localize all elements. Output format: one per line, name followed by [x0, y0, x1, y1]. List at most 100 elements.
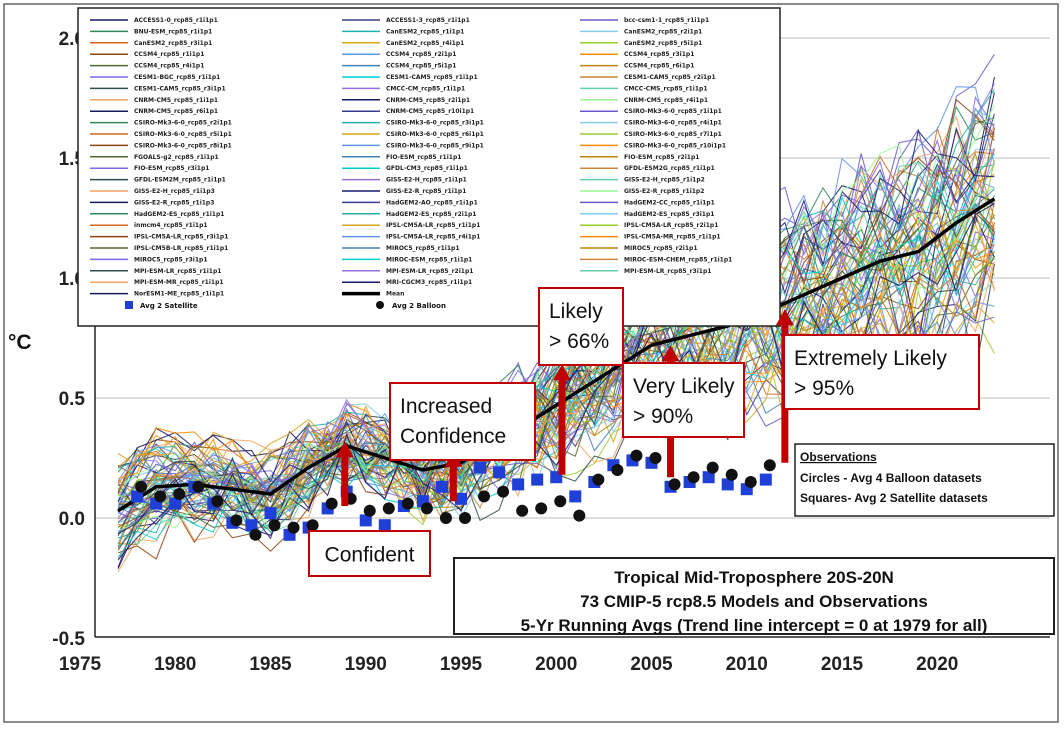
legend-label: CSIRO-Mk3-6-0_rcp85_r5i1p1 [134, 131, 232, 138]
callout-text: Confident [325, 544, 415, 567]
satellite-point [378, 519, 391, 532]
legend-label: CanESM2_rcp85_r5i1p1 [624, 40, 702, 47]
legend-label: GFDL-CM3_rcp85_r1i1p1 [386, 165, 468, 172]
balloon-point [173, 488, 186, 500]
x-tick-label: 1980 [154, 654, 196, 675]
callout-box [538, 287, 624, 366]
callout-text: Very Likely [633, 375, 735, 398]
legend-label: MIROC-ESM-CHEM_rcp85_r1i1p1 [624, 256, 732, 263]
model-line [118, 211, 995, 512]
balloon-point [287, 521, 300, 534]
satellite-point [169, 497, 182, 510]
balloon-point [497, 485, 510, 498]
satellite-point [264, 507, 277, 520]
observations-line: Circles - Avg 4 Balloon datasets [800, 471, 982, 485]
legend-balloon-marker [376, 301, 384, 309]
callout-text: > 66% [549, 330, 609, 353]
callout-text: Increased [400, 395, 492, 418]
legend-label: HadGEM2-ES_rcp85_r1i1p1 [134, 211, 224, 218]
legend-label: FGOALS-g2_rcp85_r1i1p1 [134, 154, 219, 161]
legend-label: MPI-ESM-MR_rcp85_r1i1p1 [134, 279, 224, 286]
satellite-point [531, 473, 544, 486]
legend-label: inmcm4_rcp85_r1i1p1 [134, 222, 208, 229]
balloon-series [135, 449, 776, 541]
balloon-point [306, 519, 319, 532]
callout-text: Confidence [400, 425, 506, 448]
legend-label: ACCESS1-0_rcp85_r1i1p1 [134, 17, 218, 24]
legend-label: IPSL-CM5B-LR_rcp85_r1i1p1 [134, 245, 228, 252]
legend-label: CESM1-CAM5_rcp85_r2i1p1 [624, 74, 716, 81]
legend-label: GFDL-ESM2M_rcp85_r1i1p1 [134, 177, 226, 184]
title-line: Tropical Mid-Troposphere 20S-20N [614, 568, 894, 587]
balloon-point [611, 464, 624, 476]
legend-label: HadGEM2-ES_rcp85_r2i1p1 [386, 211, 476, 218]
legend-label: FIO-ESM_rcp85_r3i1p1 [134, 165, 209, 172]
balloon-point [706, 461, 719, 474]
legend-label: CanESM2_rcp85_r2i1p1 [624, 28, 702, 35]
legend-label: GFDL-ESM2G_rcp85_r1i1p1 [624, 165, 715, 172]
balloon-point [382, 502, 395, 515]
callout-text: Extremely Likely [794, 347, 947, 370]
legend-label: CCSM4_rcp85_r3i1p1 [624, 51, 694, 58]
balloon-point [687, 471, 700, 484]
legend-label: MIROC5_rcp85_r3i1p1 [134, 256, 208, 263]
mean-line [117, 197, 996, 513]
observations-title: Observations [800, 450, 877, 464]
satellite-point [435, 480, 448, 493]
legend-label: bcc-csm1-1_rcp85_r1i1p1 [624, 17, 709, 24]
observations-frame [794, 443, 1055, 517]
legend-label: NorESM1-ME_rcp85_r1i1p1 [134, 291, 224, 298]
y-axis-unit: °C [8, 331, 32, 354]
legend-label: CSIRO-Mk3-6-0_rcp85_r6i1p1 [386, 131, 484, 138]
balloon-point [535, 502, 548, 515]
model-line [117, 98, 995, 560]
balloon-point [649, 452, 662, 464]
callout-text: Likely [549, 300, 603, 323]
satellite-point [131, 490, 144, 503]
balloon-point [420, 502, 433, 515]
satellite-point [569, 490, 582, 503]
legend-label: GISS-E2-R_rcp85_r1i1p2 [624, 188, 704, 195]
legend-label: CSIRO-Mk3-6-0_rcp85_r4i1p1 [624, 120, 722, 127]
x-tick-label: 2005 [630, 654, 673, 675]
satellite-point [474, 461, 487, 474]
legend-label: CSIRO-Mk3-6-0_rcp85_r10i1p1 [624, 142, 726, 149]
legend-box [77, 7, 781, 327]
balloon-point [211, 495, 224, 508]
legend-label: GISS-E2-R_rcp85_r1i1p1 [386, 188, 466, 195]
legend-label: MIROC5_rcp85_r1i1p1 [386, 245, 460, 252]
legend-label: CNRM-CM5_rcp85_r2i1p1 [386, 97, 470, 104]
model-line [117, 129, 995, 561]
balloon-point [401, 497, 414, 510]
title-line: 73 CMIP-5 rcp8.5 Models and Observations [580, 592, 928, 611]
mean-series [117, 197, 996, 513]
satellite-point [512, 478, 525, 491]
x-tick-label: 2015 [821, 654, 864, 675]
observations-box: Observations Circles - Avg 4 Balloon data… [794, 443, 1055, 517]
legend-label: BNU-ESM_rcp85_r1i1p1 [134, 28, 212, 35]
balloon-point [592, 473, 605, 486]
title-box: Tropical Mid-Troposphere 20S-20N 73 CMIP-… [453, 557, 1055, 635]
balloon-point [192, 480, 205, 493]
balloon-point [230, 514, 243, 527]
legend-label: ACCESS1-3_rcp85_r1i1p1 [386, 17, 470, 24]
balloon-point [459, 512, 471, 524]
balloon-point [268, 519, 281, 532]
balloon-point [249, 528, 262, 541]
satellite-point [245, 519, 258, 532]
balloon-point [478, 490, 491, 503]
legend-label: MIROC5_rcp85_r2i1p1 [624, 245, 698, 252]
model-line [117, 200, 995, 502]
x-tick-label: 1990 [345, 654, 387, 675]
legend-label: CSIRO-Mk3-6-0_rcp85_r1i1p1 [624, 108, 722, 115]
legend-label: Mean [386, 291, 404, 298]
y-tick-label: 0.5 [59, 389, 86, 410]
x-tick-labels: 1975 1980 1985 1990 1995 2000 2005 2010 2015 2020 [59, 654, 959, 675]
arrow-head [775, 309, 794, 326]
y-tick-label: -0.5 [52, 629, 85, 650]
x-tick-label: 2010 [726, 654, 768, 675]
legend-label: MRI-CGCM3_rcp85_r1i1p1 [386, 279, 472, 286]
callout-text: > 95% [794, 377, 854, 400]
satellite-point [493, 466, 506, 479]
